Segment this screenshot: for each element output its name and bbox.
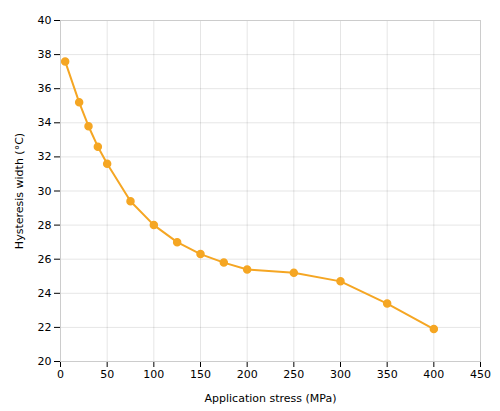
svg-text:400: 400: [423, 368, 444, 381]
svg-text:26: 26: [38, 253, 52, 266]
svg-text:0: 0: [57, 368, 64, 381]
svg-text:250: 250: [283, 368, 304, 381]
svg-text:Hysteresis width (°C): Hysteresis width (°C): [13, 133, 26, 249]
svg-text:38: 38: [38, 48, 52, 61]
svg-text:40: 40: [38, 14, 52, 27]
svg-text:22: 22: [38, 321, 52, 334]
svg-text:36: 36: [38, 82, 52, 95]
svg-text:350: 350: [377, 368, 398, 381]
svg-text:100: 100: [143, 368, 164, 381]
svg-text:Application stress (MPa): Application stress (MPa): [205, 392, 337, 405]
svg-text:30: 30: [38, 185, 52, 198]
svg-text:300: 300: [330, 368, 351, 381]
svg-text:150: 150: [190, 368, 211, 381]
svg-text:50: 50: [100, 368, 114, 381]
svg-text:34: 34: [38, 116, 52, 129]
svg-text:24: 24: [38, 287, 52, 300]
svg-text:32: 32: [38, 150, 52, 163]
svg-text:200: 200: [237, 368, 258, 381]
svg-text:28: 28: [38, 219, 52, 232]
svg-text:20: 20: [38, 355, 52, 368]
svg-text:450: 450: [470, 368, 491, 381]
